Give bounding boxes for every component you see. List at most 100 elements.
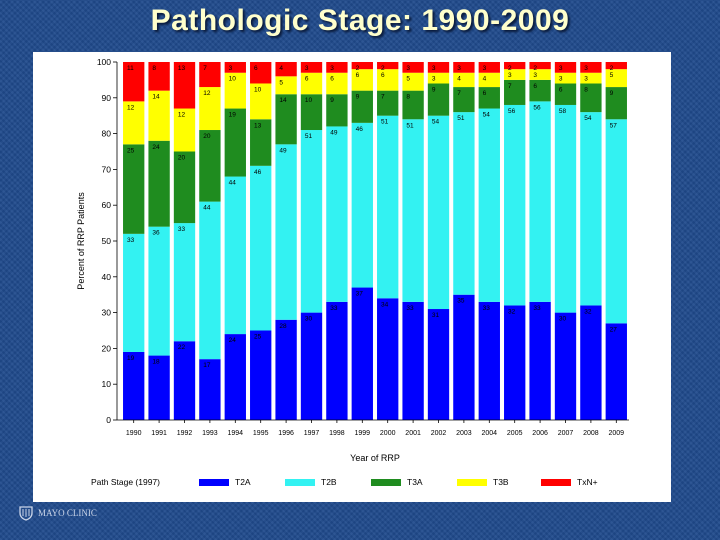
- bar-t2a-2005: [504, 305, 526, 420]
- bar-t3b-1997: [300, 72, 323, 95]
- bar-txn-1991: [148, 62, 170, 91]
- bar-t2b-1995: [250, 165, 272, 331]
- bar-t3b-1992: [173, 108, 196, 152]
- data-label-t3a-2007: 6: [559, 86, 563, 93]
- x-tick-label-1990: 1990: [126, 430, 142, 437]
- data-label-t3a-2001: 8: [406, 94, 410, 101]
- data-label-txn-1992: 13: [178, 65, 186, 72]
- bar-t2a-2003: [453, 294, 475, 420]
- data-labels-layer: 1933251211183624148223320121317442012724…: [127, 65, 617, 369]
- bar-t2b-2009: [605, 119, 627, 324]
- x-tick-label-1994: 1994: [228, 430, 244, 437]
- bar-t2a-2001: [402, 301, 424, 420]
- data-label-t3a-1998: 9: [330, 97, 334, 104]
- data-label-t3a-2002: 9: [432, 86, 436, 93]
- data-label-t3a-1996: 14: [279, 97, 287, 104]
- bar-txn-1993: [199, 62, 221, 88]
- y-tick-label-50: 50: [102, 236, 112, 246]
- bar-txn-1996: [275, 62, 297, 77]
- data-label-t3b-2003: 4: [457, 76, 461, 83]
- bar-t2a-1998: [326, 301, 348, 420]
- data-label-t2b-2004: 54: [483, 112, 491, 119]
- bar-t2b-2006: [529, 101, 551, 302]
- data-label-t3a-1992: 20: [178, 155, 186, 162]
- data-label-t3b-1994: 10: [229, 76, 237, 83]
- bar-txn-2002: [427, 62, 450, 73]
- data-label-t3b-1990: 12: [127, 104, 135, 111]
- data-label-t2a-1999: 37: [356, 291, 364, 298]
- stacked-bar-chart: 1933251211183624148223320121317442012724…: [76, 57, 629, 487]
- data-label-t2b-1995: 46: [254, 169, 262, 176]
- data-label-t3a-2006: 6: [533, 83, 537, 90]
- x-tick-label-2000: 2000: [380, 430, 396, 437]
- chart-panel: 19 33 25 12 11 18 36 24 14 8 22 33 20 12 13 17 44 20 12 7 24…: [33, 52, 671, 502]
- data-label-t2a-1994: 24: [229, 337, 237, 344]
- legend-label-txn: TxN+: [577, 477, 598, 487]
- bar-t3b-1998: [326, 72, 348, 95]
- x-axis-label: Year of RRP: [350, 453, 400, 463]
- data-label-t2a-1993: 17: [203, 362, 211, 369]
- legend-swatch-t3a: [371, 479, 401, 486]
- x-tick-label-1992: 1992: [177, 430, 193, 437]
- bar-t3a-2005: [504, 79, 526, 105]
- data-label-t2a-2000: 34: [381, 301, 389, 308]
- bar-txn-2006: [529, 62, 551, 70]
- data-label-t2a-2004: 33: [483, 305, 491, 312]
- data-label-t3a-1995: 13: [254, 122, 262, 129]
- data-label-t2b-2008: 54: [584, 115, 592, 122]
- y-tick-label-100: 100: [97, 57, 111, 67]
- data-label-t2b-1991: 36: [152, 230, 160, 237]
- shield-icon: [19, 506, 33, 521]
- bar-t2b-1993: [199, 201, 221, 360]
- data-label-txn-2003: 3: [457, 65, 461, 72]
- bar-t2a-2004: [478, 301, 500, 420]
- bar-txn-2003: [453, 62, 475, 73]
- data-label-txn-1995: 6: [254, 65, 258, 72]
- data-label-t3b-1995: 10: [254, 86, 262, 93]
- bar-t3b-2000: [377, 69, 399, 91]
- bar-t3b-2007: [554, 72, 577, 84]
- slide-title: Pathologic Stage: 1990-2009: [150, 4, 570, 37]
- data-label-t2b-1999: 46: [356, 126, 364, 133]
- bar-t2a-1996: [275, 319, 297, 420]
- data-label-t3a-1991: 24: [152, 144, 160, 151]
- bar-t3a-1991: [148, 140, 170, 227]
- bar-t2a-1992: [173, 341, 196, 420]
- bar-t3b-1996: [275, 76, 297, 95]
- data-label-txn-1990: 11: [127, 65, 134, 72]
- bar-t2a-1993: [199, 359, 221, 420]
- data-label-t2b-2007: 58: [559, 108, 567, 115]
- bar-t2a-2002: [427, 309, 450, 420]
- data-label-t3a-2000: 7: [381, 94, 385, 101]
- x-tick-label-1998: 1998: [329, 430, 345, 437]
- data-label-t2a-1997: 30: [305, 316, 313, 323]
- bar-t3b-1995: [250, 83, 272, 120]
- bar-t2a-2008: [580, 305, 602, 420]
- data-label-t3b-1998: 6: [330, 76, 334, 83]
- legend-title: Path Stage (1997): [91, 477, 160, 487]
- legend-swatch-txn: [541, 479, 571, 486]
- y-tick-label-80: 80: [102, 129, 112, 139]
- bar-t2b-1994: [224, 176, 246, 335]
- bar-t3b-2004: [478, 72, 500, 88]
- data-label-t2a-1995: 25: [254, 334, 262, 341]
- bar-t3a-1990: [123, 144, 145, 234]
- bar-t2b-2000: [377, 115, 399, 299]
- bar-t3a-2001: [402, 90, 424, 120]
- data-label-txn-1991: 8: [152, 65, 156, 72]
- data-label-t2b-2006: 56: [533, 104, 541, 111]
- bar-t2b-2004: [478, 108, 500, 302]
- bar-t2a-1995: [250, 330, 272, 420]
- data-label-t2a-2006: 33: [533, 305, 541, 312]
- data-label-t3a-1999: 9: [356, 94, 360, 101]
- x-tick-label-1996: 1996: [278, 430, 294, 437]
- data-label-t3a-2005: 7: [508, 83, 512, 90]
- data-label-t2a-2009: 27: [610, 326, 618, 333]
- bar-txn-1999: [351, 62, 373, 70]
- data-label-t2a-2002: 31: [432, 312, 440, 319]
- bar-t2a-1994: [224, 334, 246, 420]
- data-label-t2b-1990: 33: [127, 237, 135, 244]
- bar-t3b-2003: [453, 72, 475, 88]
- data-label-txn-1998: 3: [330, 65, 334, 72]
- bar-txn-1995: [250, 62, 272, 84]
